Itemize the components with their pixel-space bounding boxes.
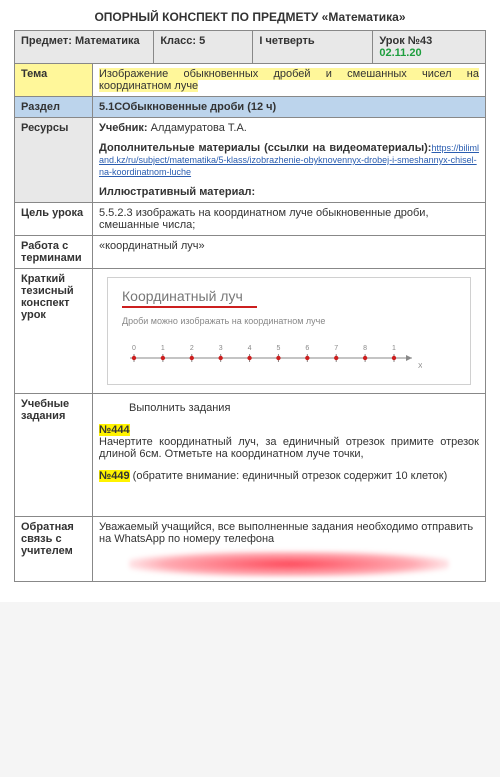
resources-content: Учебник: Алдамуратова Т.А. Дополнительны… <box>93 118 486 203</box>
goal-text: 5.5.2.3 изображать на координатном луче … <box>93 203 486 236</box>
redaction-mark <box>129 551 449 577</box>
section-label: Раздел <box>15 97 93 118</box>
x-axis-label: X <box>418 363 422 370</box>
tema-text: Изображение обыкновенных дробей и смешан… <box>93 64 486 97</box>
lesson-cell: Урок №43 02.11.20 <box>373 31 486 64</box>
subject-cell: Предмет: Математика <box>15 31 154 64</box>
task-444: №444 <box>99 424 130 436</box>
tasks-content: Выполнить задания №444 Начертите координ… <box>93 394 486 517</box>
svg-text:5: 5 <box>276 345 280 352</box>
resources-label: Ресурсы <box>15 118 93 203</box>
terms-row: Работа с терминами «координатный луч» <box>15 236 486 269</box>
svg-text:1: 1 <box>392 345 396 352</box>
section-row: Раздел 5.1СОбыкновенные дроби (12 ч) <box>15 97 486 118</box>
svg-text:2: 2 <box>190 345 194 352</box>
svg-text:1: 1 <box>161 345 165 352</box>
tema-row: Тема Изображение обыкновенных дробей и с… <box>15 64 486 97</box>
feedback-content: Уважаемый учащийся, все выполненные зада… <box>93 517 486 582</box>
svg-text:3: 3 <box>219 345 223 352</box>
quarter-cell: I четверть <box>253 31 373 64</box>
feedback-row: Обратная связь с учителем Уважаемый учащ… <box>15 517 486 582</box>
section-text: 5.1СОбыкновенные дроби (12 ч) <box>93 97 486 118</box>
lesson-sheet: ОПОРНЫЙ КОНСПЕКТ ПО ПРЕДМЕТУ «Математика… <box>0 0 500 602</box>
tasks-row: Учебные задания Выполнить задания №444 Н… <box>15 394 486 517</box>
svg-text:6: 6 <box>305 345 309 352</box>
tema-label: Тема <box>15 64 93 97</box>
chart-underline <box>122 306 257 308</box>
lesson-table: Предмет: Математика Класс: 5 I четверть … <box>14 30 486 582</box>
number-line: 0 1 2 3 4 5 6 7 8 1 X <box>122 336 456 370</box>
number-line-chart: Координатный луч Дроби можно изображать … <box>107 277 471 385</box>
svg-text:8: 8 <box>363 345 367 352</box>
summary-row: Краткий тезисный конспект урок Координат… <box>15 269 486 394</box>
terms-label: Работа с терминами <box>15 236 93 269</box>
goal-row: Цель урока 5.5.2.3 изображать на координ… <box>15 203 486 236</box>
page-title: ОПОРНЫЙ КОНСПЕКТ ПО ПРЕДМЕТУ «Математика… <box>14 10 486 24</box>
terms-text: «координатный луч» <box>93 236 486 269</box>
tasks-label: Учебные задания <box>15 394 93 517</box>
svg-text:0: 0 <box>132 345 136 352</box>
class-cell: Класс: 5 <box>154 31 253 64</box>
svg-text:4: 4 <box>248 345 252 352</box>
goal-label: Цель урока <box>15 203 93 236</box>
number-line-svg: 0 1 2 3 4 5 6 7 8 1 X <box>122 336 422 370</box>
svg-text:7: 7 <box>334 345 338 352</box>
feedback-label: Обратная связь с учителем <box>15 517 93 582</box>
header-row: Предмет: Математика Класс: 5 I четверть … <box>15 31 486 64</box>
task-449: №449 <box>99 470 130 482</box>
chart-title: Координатный луч <box>122 288 243 306</box>
summary-label: Краткий тезисный конспект урок <box>15 269 93 394</box>
chart-subtitle: Дроби можно изображать на координатном л… <box>122 316 456 326</box>
summary-content: Координатный луч Дроби можно изображать … <box>93 269 486 394</box>
resources-row: Ресурсы Учебник: Алдамуратова Т.А. Допол… <box>15 118 486 203</box>
